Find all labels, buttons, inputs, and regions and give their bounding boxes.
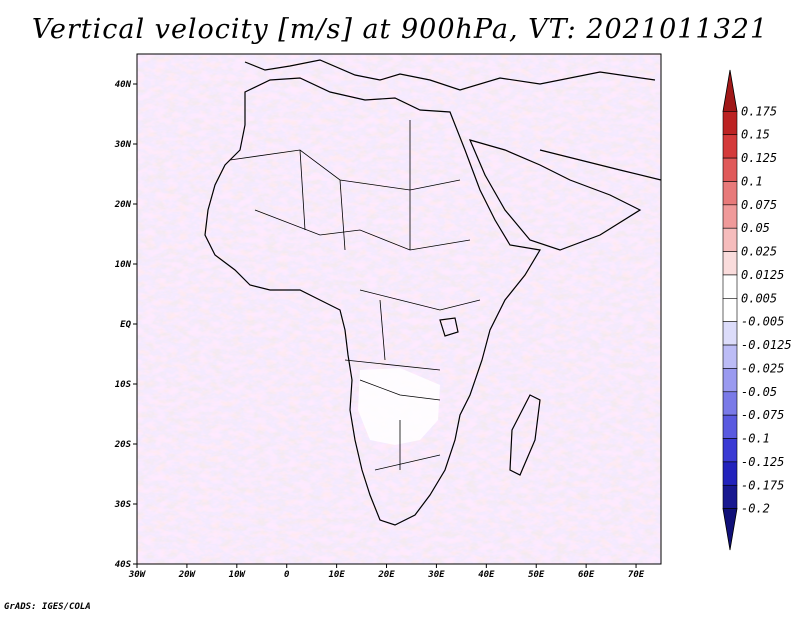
- velocity-field: [137, 54, 661, 564]
- colorbar-label: 0.0125: [741, 268, 784, 282]
- colorbar-swatch: [722, 134, 738, 159]
- lon-tick-label: 60E: [578, 570, 595, 580]
- africa-coastline: [204, 77, 541, 526]
- colorbar: 0.175 0.15 0.125 0.1 0.075 0.05 0.025 0.0125 0.0…: [722, 69, 792, 551]
- lon-tick-label: 40E: [478, 570, 495, 580]
- lon-tick-label: 50E: [528, 570, 545, 580]
- lon-tick-label: 30E: [427, 570, 445, 580]
- plot-frame: [136, 53, 662, 565]
- colorbar-label: 0.15: [741, 128, 770, 142]
- colorbar-swatch: [722, 484, 738, 509]
- europe-coastline: [244, 59, 656, 91]
- lon-tick-label: 20E: [377, 570, 395, 580]
- colorbar-swatch: [722, 298, 738, 322]
- madagascar-coastline: [509, 394, 541, 476]
- asia-coastline: [539, 149, 662, 181]
- lat-tick-label: 30N: [114, 140, 132, 150]
- lat-tick-label: 10S: [115, 380, 132, 390]
- colorbar-bottom-arrow: [722, 508, 738, 551]
- lon-tick-label: 20W: [178, 570, 197, 580]
- colorbar-swatch: [722, 391, 738, 416]
- colorbar-label: -0.2: [741, 502, 770, 516]
- colorbar-label: 0.025: [741, 245, 777, 259]
- colorbar-swatch: [722, 251, 738, 276]
- colorbar-label: -0.125: [741, 455, 784, 469]
- lat-tick-label: 40S: [115, 560, 132, 570]
- colorbar-label: -0.0125: [741, 338, 792, 352]
- lon-tick-label: 70E: [628, 570, 645, 580]
- colorbar-label: 0.1: [741, 174, 763, 188]
- lon-tick-label: 0: [284, 570, 290, 580]
- latitude-axis: 40S 30S 20S 10S EQ 10N 20N 30N 40N: [114, 80, 137, 570]
- colorbar-label: -0.175: [741, 478, 784, 492]
- colorbar-swatch: [722, 461, 738, 486]
- coastlines: [204, 59, 662, 526]
- lon-tick-label: 10E: [328, 570, 345, 580]
- lat-tick-label: 40N: [115, 80, 132, 90]
- grads-credit: GrADS: IGES/COLA: [4, 602, 91, 612]
- map-title: Vertical velocity [m/s] at 900hPa, VT: 2…: [31, 14, 769, 45]
- colorbar-label: 0.125: [741, 151, 777, 165]
- lon-tick-label: 10W: [229, 570, 247, 580]
- colorbar-swatch: [722, 204, 738, 229]
- country-borders: [229, 120, 481, 471]
- lat-tick-label: 30S: [114, 500, 132, 510]
- colorbar-swatch: [722, 321, 738, 346]
- lat-tick-label: 10N: [115, 260, 132, 270]
- longitude-axis: 30W 20W 10W 0 10E 20E 30E 40E 50E 60E 70E: [128, 564, 645, 580]
- colorbar-swatch: [722, 157, 738, 182]
- colorbar-swatch: [722, 438, 738, 463]
- colorbar-label: -0.05: [741, 385, 777, 399]
- lat-tick-label: EQ: [120, 320, 131, 330]
- colorbar-swatch: [722, 368, 738, 393]
- colorbar-swatch: [722, 414, 738, 439]
- colorbar-swatch: [722, 274, 738, 299]
- colorbar-swatch: [722, 227, 738, 252]
- colorbar-label: -0.075: [741, 408, 784, 422]
- colorbar-label: 0.075: [741, 198, 777, 212]
- lake-victoria: [439, 317, 459, 337]
- colorbar-label: 0.005: [741, 291, 777, 305]
- colorbar-label: 0.175: [741, 104, 777, 118]
- colorbar-swatch: [722, 181, 738, 206]
- lat-tick-label: 20S: [114, 440, 132, 450]
- lon-tick-label: 30W: [128, 570, 147, 580]
- colorbar-label: -0.005: [741, 315, 784, 329]
- arabia-coastline: [468, 139, 642, 251]
- colorbar-label: 0.05: [741, 221, 770, 235]
- colorbar-swatch: [722, 111, 738, 136]
- colorbar-label: -0.1: [741, 432, 770, 446]
- colorbar-top-arrow: [722, 69, 738, 112]
- colorbar-swatch: [722, 344, 738, 369]
- colorbar-label: -0.025: [741, 361, 784, 375]
- lat-tick-label: 20N: [114, 200, 132, 210]
